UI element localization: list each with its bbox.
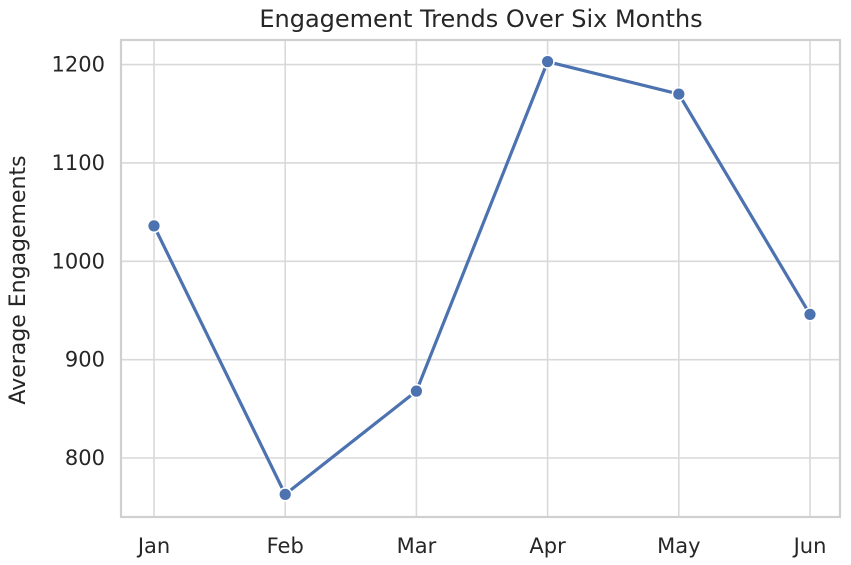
y-tick-label: 1200 (52, 53, 105, 77)
data-point (671, 86, 686, 102)
y-tick-label: 800 (65, 446, 105, 470)
y-axis-label: Average Engagements (6, 155, 31, 404)
data-point (409, 383, 424, 399)
series-line (152, 60, 812, 496)
y-tick-label: 1100 (52, 151, 105, 175)
y-tick-label: 1000 (52, 249, 105, 273)
tick-labels: 800 900 1000 1100 1200 Jan Feb Mar Apr May Jun (52, 53, 827, 558)
plot-area-border (119, 38, 842, 519)
y-tick-label: 900 (65, 348, 105, 372)
series-layer (146, 54, 818, 502)
data-point (802, 307, 818, 322)
data-point (540, 54, 555, 69)
data-point (278, 487, 293, 502)
x-tick-label: Apr (529, 534, 566, 558)
data-point (146, 218, 162, 234)
x-tick-label: Jan (136, 534, 170, 558)
x-tick-label: Jun (792, 534, 827, 558)
x-tick-label: May (657, 534, 700, 558)
x-tick-label: Mar (397, 534, 437, 558)
chart-title: Engagement Trends Over Six Months (259, 5, 702, 33)
x-tick-label: Feb (267, 534, 304, 558)
grid-layer (121, 40, 840, 517)
